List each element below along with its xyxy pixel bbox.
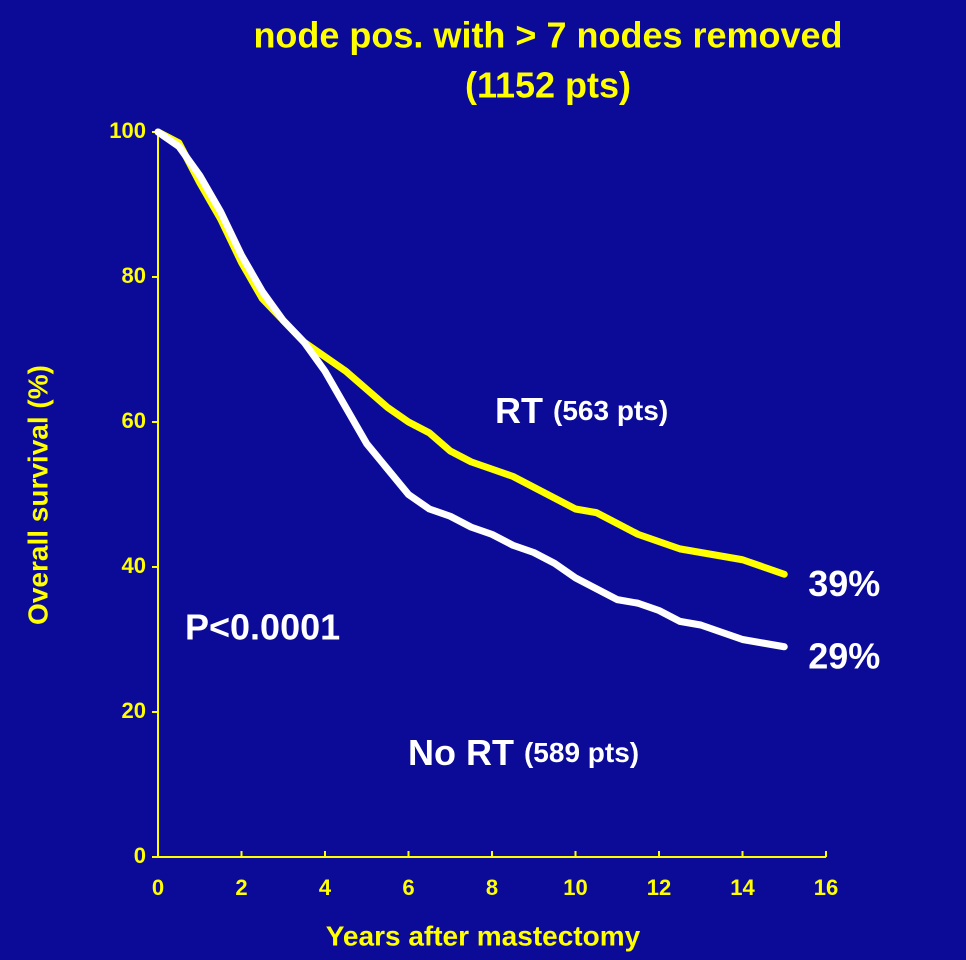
y-tick-label: 60 [122, 408, 146, 433]
x-tick-label: 12 [647, 875, 671, 900]
x-tick-label: 4 [319, 875, 332, 900]
series-name: RT [495, 390, 543, 431]
annotation: (563 pts) [553, 395, 668, 426]
x-tick-label: 10 [563, 875, 587, 900]
x-tick-label: 2 [235, 875, 247, 900]
series-label: No RT (589 pts) [408, 732, 639, 773]
y-tick-label: 0 [134, 843, 146, 868]
value-label: 39% [808, 563, 880, 604]
chart-title: node pos. with > 7 nodes removed [253, 15, 842, 56]
x-tick-label: 14 [730, 875, 755, 900]
chart-subtitle: (1152 pts) [465, 65, 631, 106]
x-tick-label: 8 [486, 875, 498, 900]
x-axis-title: Years after mastectomy [326, 920, 641, 951]
y-tick-label: 40 [122, 553, 146, 578]
y-tick-label: 20 [122, 698, 146, 723]
series-name: No RT [408, 732, 514, 773]
x-tick-label: 16 [814, 875, 838, 900]
y-tick-label: 80 [122, 263, 146, 288]
annotation: P<0.0001 [185, 607, 340, 648]
x-tick-label: 6 [402, 875, 414, 900]
survival-curve [154, 128, 788, 578]
y-tick-label: 100 [109, 118, 146, 143]
x-tick-label: 0 [152, 875, 164, 900]
series-label: RT (563 pts) [495, 390, 668, 431]
annotation: (589 pts) [524, 737, 639, 768]
value-label: 29% [808, 635, 880, 676]
y-axis-title: Overall survival (%) [22, 365, 53, 625]
survival-curve [154, 128, 788, 651]
